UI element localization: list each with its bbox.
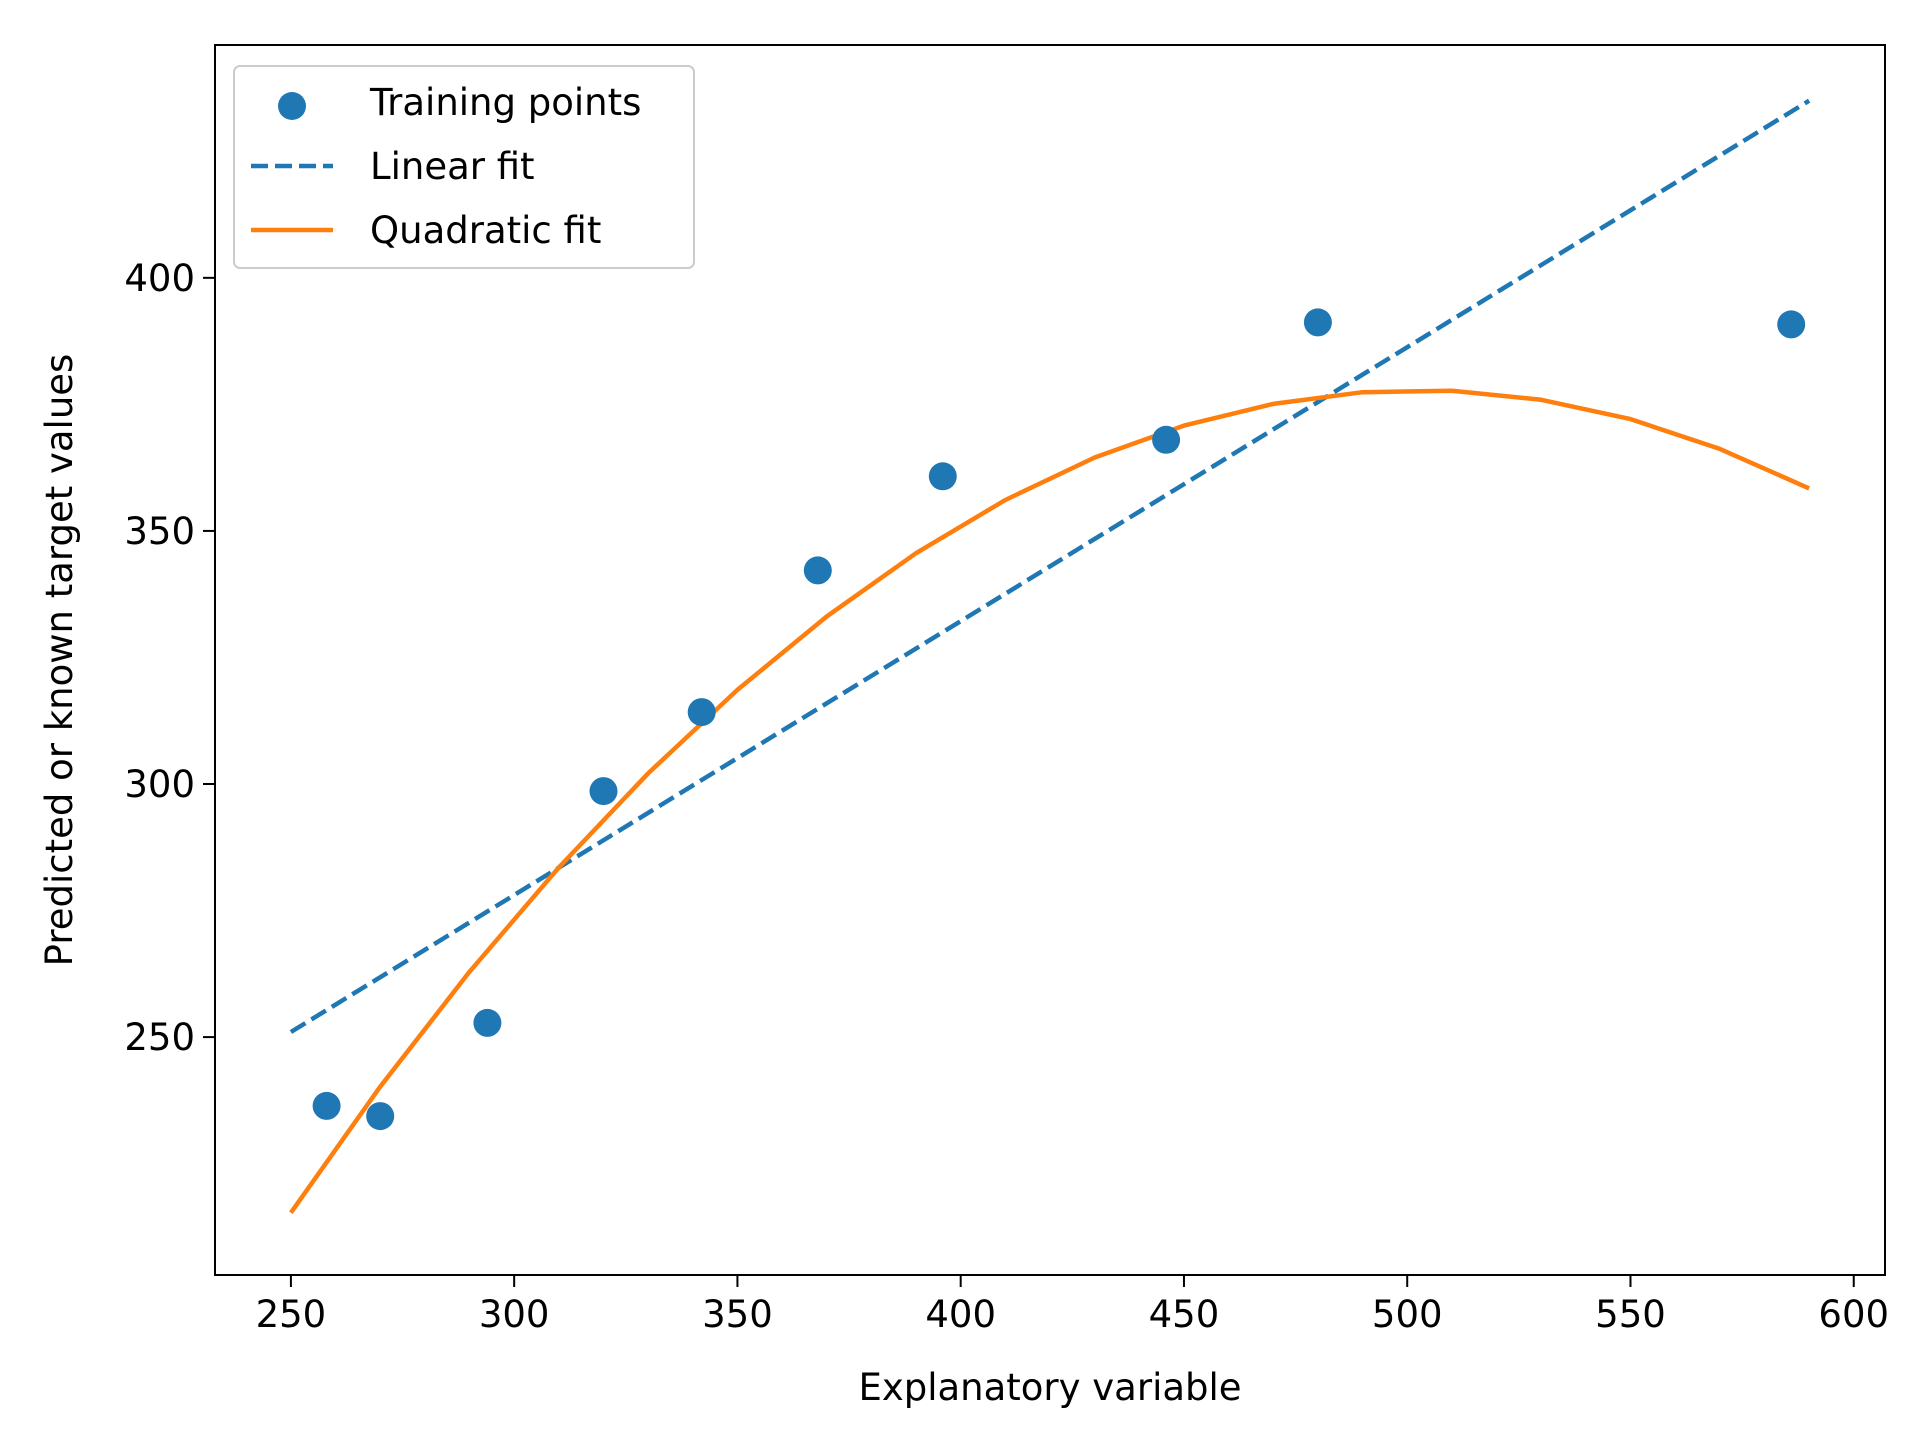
training-point xyxy=(1152,425,1181,454)
training-point xyxy=(928,462,957,491)
legend: Training points Linear fit Quadratic fit xyxy=(233,65,695,269)
axis-ticks: 250 300 350 400 450 500 550 600 250 300 350 400 xyxy=(124,257,1889,1336)
training-point xyxy=(473,1008,502,1037)
x-axis-label: Explanatory variable xyxy=(858,1366,1241,1409)
x-tick-label: 250 xyxy=(256,1293,327,1336)
legend-box xyxy=(233,65,695,269)
x-tick-label: 550 xyxy=(1595,1293,1666,1336)
linear-fit-line xyxy=(289,98,1811,1034)
legend-marker-training-points xyxy=(278,92,306,120)
y-tick-label: 300 xyxy=(124,763,195,806)
training-point xyxy=(366,1102,395,1131)
axes-frame xyxy=(214,44,1886,1276)
y-tick-label: 250 xyxy=(124,1016,195,1059)
plot-area xyxy=(289,98,1811,1215)
legend-label: Linear fit xyxy=(370,145,535,188)
x-tick-label: 350 xyxy=(702,1293,773,1336)
training-point xyxy=(589,777,618,806)
x-tick-label: 500 xyxy=(1372,1293,1443,1336)
y-tick-label: 350 xyxy=(124,510,195,553)
y-tick-label: 400 xyxy=(124,257,195,300)
training-point xyxy=(687,698,716,727)
x-tick-label: 300 xyxy=(479,1293,550,1336)
legend-label: Training points xyxy=(369,81,641,124)
legend-label: Quadratic fit xyxy=(370,209,601,252)
training-point xyxy=(1777,310,1806,339)
y-axis-label: Predicted or known target values xyxy=(38,354,81,967)
training-point xyxy=(312,1091,341,1120)
x-tick-label: 400 xyxy=(925,1293,996,1336)
x-tick-label: 600 xyxy=(1818,1293,1889,1336)
quadratic-fit-line xyxy=(289,388,1811,1215)
training-point xyxy=(803,556,832,585)
training-point xyxy=(1303,308,1332,337)
x-tick-label: 450 xyxy=(1149,1293,1220,1336)
